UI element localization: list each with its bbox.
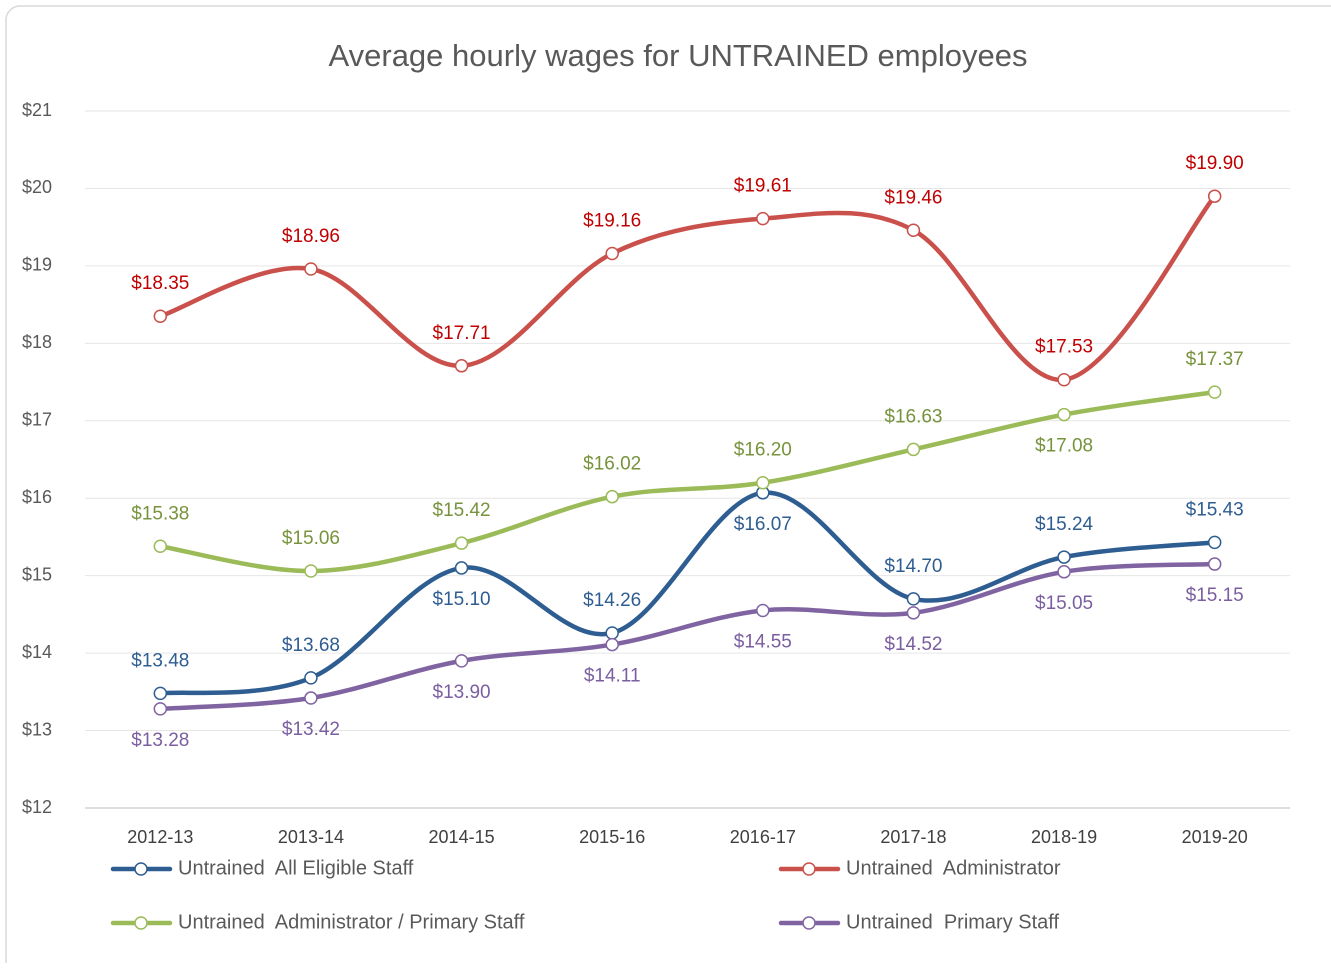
data-point [1207,535,1222,550]
data-point [605,637,619,652]
legend-label: Untrained Primary Staff [846,911,1059,933]
chart-border [5,5,1331,968]
y-tick-label: $17 [22,410,52,430]
data-point [153,539,168,553]
data-point [1057,550,1071,564]
data-label: $17.53 [1035,337,1093,358]
data-label: $17.37 [1186,349,1244,370]
data-label: $13.48 [131,650,189,671]
data-label: $15.10 [433,589,491,610]
x-tick-label: 2013-14 [278,827,344,847]
data-label: $15.43 [1186,499,1244,520]
x-tick-label: 2012-13 [127,827,193,847]
data-point [1207,385,1222,399]
legend-label: Untrained All Eligible Staff [178,857,414,879]
data-label: $17.08 [1035,436,1093,457]
y-tick-label: $15 [22,564,52,584]
x-tick-label: 2016-17 [730,827,796,847]
data-point [605,626,619,640]
data-point [756,475,770,490]
data-point [605,246,619,261]
data-label: $13.42 [282,719,340,740]
x-tick-label: 2019-20 [1182,827,1248,847]
data-label: $13.68 [282,635,340,656]
data-point [906,442,921,457]
data-label: $14.11 [584,666,641,687]
y-tick-label: $12 [22,797,52,817]
y-tick-label: $21 [22,100,52,120]
y-tick-label: $14 [22,642,52,662]
data-point [454,654,469,668]
data-point [1207,189,1222,203]
x-tick-label: 2017-18 [880,827,946,847]
y-tick-label: $13 [22,719,52,739]
legend-marker [134,862,148,876]
data-label: $15.15 [1186,585,1244,606]
data-label: $13.90 [433,682,491,703]
y-tick-label: $19 [22,255,52,275]
data-label: $15.06 [282,528,340,549]
legend-marker [802,916,816,930]
data-label: $16.63 [884,406,942,427]
y-tick-label: $18 [22,332,52,352]
data-point [906,606,921,620]
data-label: $14.52 [884,634,942,655]
data-point [304,564,318,578]
data-point [153,309,168,323]
data-point [1057,565,1071,579]
data-label: $19.61 [734,176,792,197]
y-tick-label: $16 [22,487,52,507]
data-label: $17.71 [433,323,491,344]
data-label: $19.46 [884,187,942,208]
x-tick-label: 2015-16 [579,827,645,847]
series-line [158,389,1217,574]
data-label: $14.26 [583,590,641,611]
data-label: $18.35 [131,273,189,294]
series-line [158,490,1217,696]
series-line [158,561,1217,712]
data-point [906,592,921,606]
data-point [756,603,770,618]
data-point [454,536,469,550]
data-label: $15.24 [1035,514,1094,535]
data-label: $15.38 [131,503,189,524]
data-point [1207,557,1222,571]
data-point [304,671,318,685]
data-label: $16.07 [734,514,792,535]
data-point [605,489,619,504]
data-point [756,211,770,226]
data-label: $15.42 [433,500,491,521]
data-point [454,561,469,575]
legend-label: Untrained Administrator [846,857,1061,879]
data-point [153,702,168,716]
data-point [454,359,469,373]
data-point [1057,372,1071,387]
data-point [153,686,168,701]
data-label: $19.16 [583,211,641,232]
legend-label: Untrained Administrator / Primary Staff [178,911,525,933]
data-point [304,262,318,276]
data-label: $16.20 [734,440,792,461]
data-label: $14.70 [884,556,942,577]
chart-title: Average hourly wages for UNTRAINED emplo… [329,38,1028,73]
data-point [304,691,318,705]
data-label: $19.90 [1186,153,1244,174]
x-tick-label: 2014-15 [429,827,495,847]
data-label: $16.02 [583,454,641,475]
legend-marker [802,862,816,876]
x-tick-label: 2018-19 [1031,827,1097,847]
data-label: $18.96 [282,226,340,247]
data-label: $14.55 [734,632,792,653]
data-point [1057,407,1071,422]
data-label: $13.28 [131,730,189,751]
legend-marker [134,916,148,930]
data-point [906,223,921,238]
data-label: $15.05 [1035,593,1093,614]
y-tick-label: $20 [22,177,52,197]
